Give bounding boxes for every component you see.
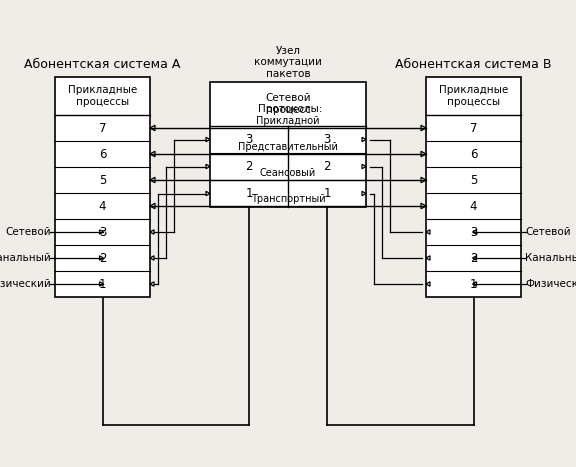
Text: 1: 1	[470, 277, 478, 290]
Text: 6: 6	[98, 148, 106, 161]
Text: 4: 4	[98, 199, 106, 212]
Text: Абонентская система В: Абонентская система В	[395, 58, 552, 71]
Text: 1: 1	[323, 187, 331, 200]
Text: 3: 3	[99, 226, 106, 239]
Text: Физический: Физический	[0, 279, 51, 289]
Text: 1: 1	[98, 277, 106, 290]
Text: 3: 3	[245, 133, 253, 146]
Text: 2: 2	[245, 160, 253, 173]
Text: 4: 4	[470, 199, 478, 212]
Text: Канальный: Канальный	[525, 253, 576, 263]
Text: 5: 5	[470, 174, 477, 186]
Text: Сетевой: Сетевой	[525, 227, 571, 237]
Text: Протоколы:: Протоколы:	[258, 104, 323, 114]
Text: 3: 3	[323, 133, 331, 146]
Text: Физический: Физический	[525, 279, 576, 289]
Text: Сетевой: Сетевой	[5, 227, 51, 237]
Text: Узел
коммутации
пакетов: Узел коммутации пакетов	[254, 46, 322, 79]
Text: Прикладные
процессы: Прикладные процессы	[68, 85, 137, 107]
Text: 1: 1	[245, 187, 253, 200]
Text: 2: 2	[470, 252, 478, 264]
Text: 6: 6	[470, 148, 478, 161]
Text: Сетевой
процесс: Сетевой процесс	[265, 93, 311, 115]
Text: 3: 3	[470, 226, 477, 239]
Text: 7: 7	[470, 121, 478, 134]
Text: 5: 5	[99, 174, 106, 186]
Bar	[426, 77, 521, 297]
Text: Прикладные
процессы: Прикладные процессы	[439, 85, 508, 107]
Text: 2: 2	[98, 252, 106, 264]
Bar	[55, 77, 150, 297]
Bar	[210, 82, 366, 207]
Text: Представительный: Представительный	[238, 142, 338, 152]
Text: Абонентская система А: Абонентская система А	[24, 58, 181, 71]
Text: Прикладной: Прикладной	[256, 116, 320, 126]
Text: Канальный: Канальный	[0, 253, 51, 263]
Text: 2: 2	[323, 160, 331, 173]
Text: Сеансовый: Сеансовый	[260, 168, 316, 178]
Text: 7: 7	[98, 121, 106, 134]
Text: Транспортный: Транспортный	[251, 194, 325, 204]
